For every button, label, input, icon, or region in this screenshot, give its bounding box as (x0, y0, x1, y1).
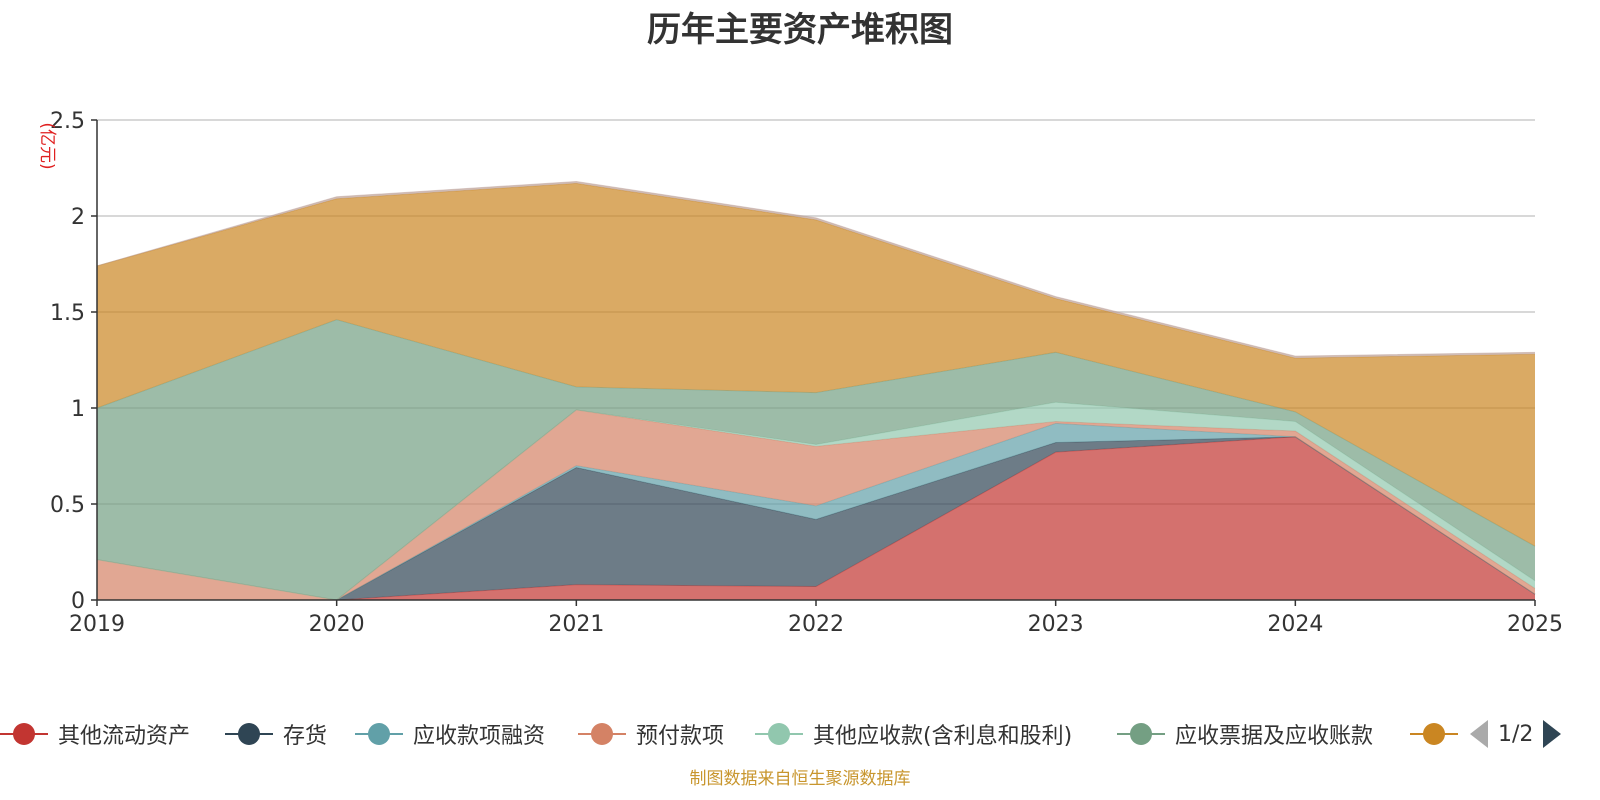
legend-label: 其他应收款(含利息和股利) (813, 724, 1073, 749)
x-tick-label: 2019 (69, 612, 125, 637)
area-series-3 (97, 409, 1535, 600)
tick-labels: 0 0.5 1 1.5 2 2.5 2019 2020 2021 2022 2023 2024 2025… (37, 109, 1563, 637)
x-tick-label: 2025 (1507, 612, 1563, 637)
y-tick-label: 0 (71, 589, 85, 614)
chart-title: 历年主要资产堆积图 (647, 10, 953, 50)
area-series-2 (97, 423, 1535, 600)
legend-label: 其他流动资产 (58, 724, 191, 749)
legend-marker-icon (755, 722, 803, 746)
area-series-0 (97, 436, 1535, 600)
area-series-5 (97, 319, 1535, 600)
legend-label: 应收款项融资 (413, 724, 546, 749)
legend-label: 预付款项 (636, 724, 725, 749)
chart-plot: 0 0.5 1 1.5 2 2.5 2019 2020 2021 2022 2023 2024 2025… (37, 109, 1563, 637)
x-tick-label: 2023 (1028, 612, 1084, 637)
stacked-areas (96, 180, 1536, 601)
x-tick-label: 2022 (788, 612, 844, 637)
legend-page-indicator: 1/2 (1498, 721, 1534, 747)
source-note: 制图数据来自恒生聚源数据库 (689, 769, 911, 789)
legend-item[interactable]: 货币资金 (1410, 718, 1462, 750)
legend-item[interactable]: 其他应收款(含利息和股利) (755, 718, 1072, 750)
legend-marker-icon (578, 722, 626, 746)
legend-label: 存货 (283, 724, 328, 749)
x-tick-label: 2020 (309, 612, 365, 637)
legend-pager: 1/2 (1470, 716, 1562, 752)
legend-marker-icon (355, 722, 403, 746)
axes (91, 119, 1536, 606)
legend-marker-icon (1117, 722, 1165, 746)
legend-next-page-icon[interactable] (1543, 720, 1562, 748)
area-series-1 (97, 436, 1535, 600)
x-tick-label: 2021 (548, 612, 604, 637)
y-tick-label: 1.5 (50, 301, 85, 326)
legend-label: 应收票据及应收账款 (1175, 724, 1374, 749)
legend-item[interactable]: 预付款项 (578, 718, 724, 750)
legend-item[interactable]: 其他流动资产 (0, 718, 190, 750)
y-tick-label: 2 (71, 205, 85, 230)
legend-item[interactable]: 应收款项融资 (355, 718, 545, 750)
area-series-edge-7 (96, 180, 1536, 357)
legend-item[interactable]: 存货 (225, 718, 327, 750)
y-tick-label: 1 (71, 397, 85, 422)
legend-marker-icon (1410, 722, 1458, 746)
legend-marker-icon (0, 722, 48, 746)
y-tick-label: 0.5 (50, 493, 85, 518)
area-series-6 (97, 183, 1535, 547)
legend: 其他流动资产 存货 应收款项融资 预付款项 其他应收款(含利息和股利) 应收票据及应收账款… (0, 718, 1462, 750)
y-tick-label: 2.5 (50, 109, 85, 134)
legend-marker-icon (225, 722, 273, 746)
x-tick-label: 2024 (1267, 612, 1323, 637)
legend-item[interactable]: 应收票据及应收账款 (1117, 718, 1373, 750)
legend-prev-page-icon[interactable] (1470, 720, 1488, 748)
y-axis-unit-label: (亿元) (37, 122, 57, 169)
